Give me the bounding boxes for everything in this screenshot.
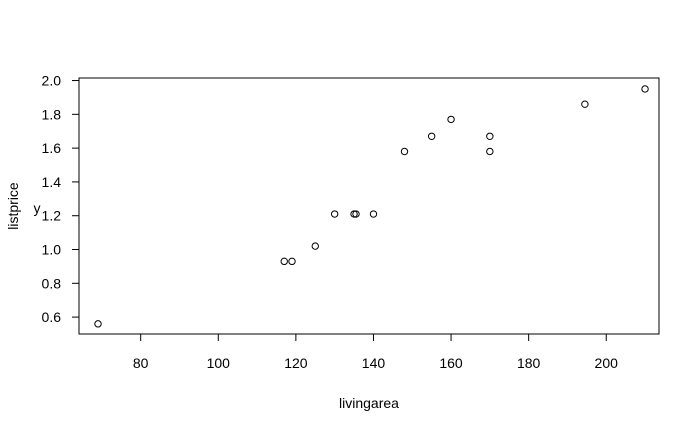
y-axis: 0.6 0.8 1.0 1.2 1.4 1.6 1.8 2.0 bbox=[42, 73, 79, 325]
x-tick-label: 140 bbox=[362, 355, 386, 371]
data-point bbox=[486, 132, 494, 140]
y-tick-label: 1.4 bbox=[42, 174, 62, 190]
x-axis-label: livingarea bbox=[339, 395, 399, 411]
data-point bbox=[288, 257, 296, 266]
data-point bbox=[641, 85, 649, 93]
x-axis: 80 100 120 140 160 180 200 bbox=[133, 334, 618, 371]
y-axis-stray-label: y bbox=[34, 200, 41, 216]
x-tick-label: 100 bbox=[207, 355, 231, 371]
data-point bbox=[427, 132, 436, 140]
x-tick-label: 120 bbox=[284, 355, 308, 371]
data-point bbox=[330, 210, 339, 218]
y-tick-label: 1.8 bbox=[42, 106, 62, 122]
data-point bbox=[352, 210, 360, 218]
x-tick-label: 80 bbox=[133, 355, 149, 371]
x-tick-label: 180 bbox=[517, 355, 541, 371]
data-point bbox=[280, 257, 288, 266]
x-tick-label: 200 bbox=[595, 355, 619, 371]
data-point bbox=[400, 147, 409, 156]
data-point bbox=[311, 242, 319, 250]
y-tick-label: 0.6 bbox=[42, 309, 62, 325]
y-tick-label: 0.8 bbox=[42, 275, 62, 291]
data-point bbox=[486, 147, 494, 156]
y-axis-label: listprice bbox=[5, 182, 21, 230]
x-tick-label: 160 bbox=[439, 355, 463, 371]
data-point bbox=[581, 100, 589, 108]
y-tick-label: 1.6 bbox=[42, 140, 62, 156]
y-tick-label: 1.0 bbox=[42, 242, 62, 258]
data-point bbox=[369, 210, 378, 218]
data-point bbox=[350, 210, 358, 218]
data-point bbox=[447, 115, 455, 124]
data-point bbox=[94, 320, 102, 328]
data-points bbox=[94, 85, 649, 328]
y-tick-label: 2.0 bbox=[42, 73, 62, 89]
plot-frame bbox=[78, 77, 660, 335]
y-tick-label: 1.2 bbox=[42, 208, 62, 224]
